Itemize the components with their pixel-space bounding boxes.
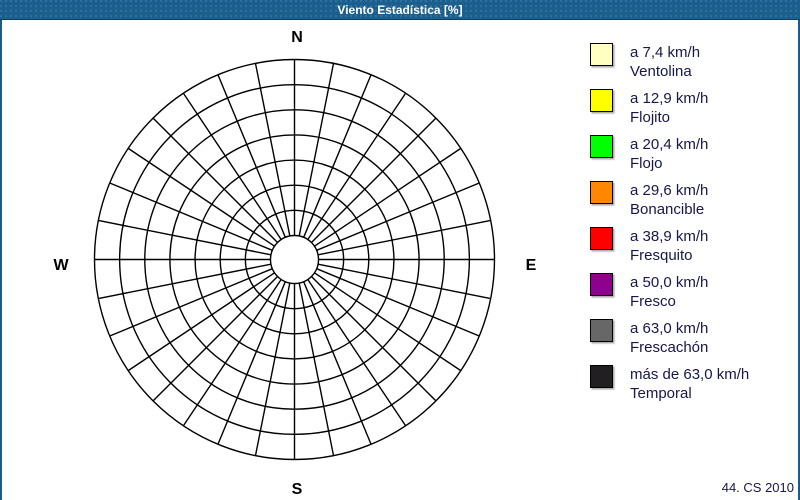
svg-text:S: S: [292, 481, 303, 498]
svg-text:E: E: [526, 257, 537, 274]
svg-text:W: W: [53, 257, 69, 274]
svg-text:N: N: [291, 29, 303, 46]
